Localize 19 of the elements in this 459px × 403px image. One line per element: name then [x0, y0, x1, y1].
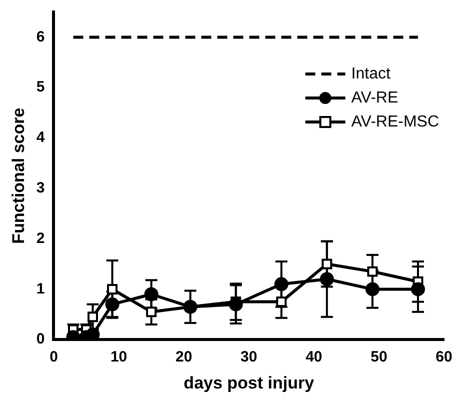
y-tick-label: 6	[36, 28, 45, 46]
x-tick-label: 20	[175, 348, 192, 366]
x-axis-title: days post injury	[184, 373, 315, 392]
x-tick-label: 0	[50, 348, 58, 366]
y-tick-label: 5	[36, 78, 45, 96]
legend-label: AV-RE-MSC	[351, 113, 440, 130]
y-axis-title: Functional score	[8, 108, 28, 244]
y-tick-label: 4	[36, 129, 46, 146]
x-tick-label: 30	[240, 348, 258, 366]
legend-label: AV-RE	[351, 89, 398, 106]
y-tick-label: 2	[36, 230, 45, 247]
x-tick-label: 60	[436, 348, 452, 366]
x-tick-label: 40	[306, 348, 322, 366]
y-tick-label: 3	[36, 180, 45, 197]
y-tick-label: 1	[36, 280, 45, 298]
x-tick-label: 10	[110, 348, 128, 366]
x-tick-label: 50	[370, 348, 388, 366]
legend-label: Intact	[351, 65, 391, 82]
y-tick-label: 0	[36, 330, 45, 348]
